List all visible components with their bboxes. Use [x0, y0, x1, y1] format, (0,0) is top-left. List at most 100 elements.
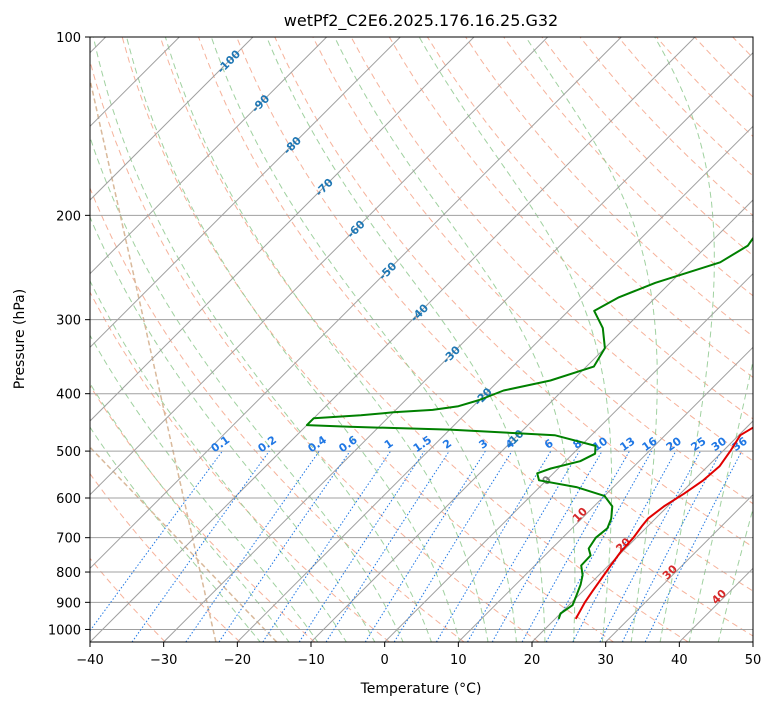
dry-adiabat-line: [236, 37, 753, 592]
y-tick-label: 500: [56, 445, 81, 460]
isotherm-line: [90, 37, 401, 349]
dry-adiabat-line: [694, 37, 753, 98]
mixing-ratio-line: [364, 450, 486, 642]
dry-adiabat-label: 40: [709, 587, 729, 607]
moist-adiabat-line: [126, 37, 461, 642]
y-axis-label: Pressure (hPa): [12, 289, 28, 389]
moist-adiabat-line: [90, 215, 376, 642]
moist-adiabat-line: [92, 37, 432, 642]
y-tick-label: 900: [56, 596, 81, 611]
isotherm-line: [678, 567, 753, 642]
mixing-ratio-line: [644, 450, 743, 642]
mixing-ratio-line: [393, 450, 513, 642]
dry-adiabat-line: [159, 37, 689, 642]
x-tick-label: −20: [224, 653, 251, 668]
mixing-ratio-line: [621, 450, 722, 642]
dewpoint-profile: [305, 220, 753, 620]
x-tick-label: −30: [150, 653, 177, 668]
dry-adiabat-line: [771, 37, 775, 642]
dry-adiabats: [90, 37, 775, 642]
x-tick-label: 40: [671, 653, 688, 668]
dry-adiabat-line: [274, 37, 753, 548]
moist-adiabat-line: [90, 279, 347, 642]
x-tick-label: 30: [597, 653, 614, 668]
mixing-ratio-lines: [90, 450, 743, 642]
y-tick-label: 400: [56, 388, 81, 403]
dry-adiabat-line: [656, 37, 753, 138]
mixing-ratio-label: 3: [477, 437, 491, 452]
dry-adiabat-label: 30: [660, 562, 680, 582]
dry-adiabat-line: [426, 37, 753, 378]
ice-curves: [90, 76, 278, 642]
y-tick-label: 200: [56, 209, 81, 224]
isotherm-line: [605, 493, 753, 642]
dry-adiabat-line: [90, 59, 540, 642]
mixing-ratio-label: 0.2: [256, 433, 279, 455]
x-tick-label: 20: [524, 653, 541, 668]
mixing-ratio-line: [218, 450, 351, 642]
dry-adiabat-line: [732, 37, 753, 59]
y-tick-label: 100: [56, 31, 81, 46]
isotherm-line: [90, 37, 328, 275]
mixing-ratio-label: 2: [440, 437, 454, 452]
dry-adiabat-line: [465, 37, 753, 338]
moist-adiabat-line: [654, 37, 715, 642]
mixing-ratio-label: 0.6: [336, 433, 360, 455]
dry-adiabat-line: [541, 37, 753, 257]
dry-adiabat-line: [503, 37, 753, 297]
isotherm-line: [457, 346, 753, 642]
x-tick-label: −10: [297, 653, 324, 668]
isotherm-line: [531, 420, 753, 642]
mixing-ratio-label: 0.1: [209, 433, 232, 455]
mixing-ratio-line: [545, 450, 653, 642]
profile-series: [305, 220, 753, 620]
moist-adiabat-line: [164, 37, 489, 642]
isotherm-line: [90, 37, 622, 570]
mixing-ratio-label: 1.5: [411, 433, 434, 455]
moist-adiabat-line: [90, 426, 261, 642]
mixing-ratio-line: [435, 450, 552, 642]
isotherm-line: [90, 37, 696, 642]
isotherm-line: [310, 199, 753, 642]
dry-adiabat-line: [90, 472, 241, 642]
dry-adiabat-line: [350, 37, 753, 462]
mixing-ratio-label: 6: [542, 437, 556, 452]
y-tick-label: 300: [56, 314, 81, 329]
isotherm-label: -70: [313, 176, 336, 199]
mixing-ratio-line: [185, 450, 320, 642]
isotherm-label: -80: [281, 134, 304, 157]
isotherm-line: [90, 37, 475, 422]
y-tick-label: 1000: [48, 623, 81, 638]
plot-area: 0.1 0.2 0.4 0.6 1 1.5 2 3 4 6 8 10 13 16 20 25 30 36-100-…: [90, 37, 775, 642]
y-tick-label: 800: [56, 566, 81, 581]
mixing-ratio-label: 0.4: [306, 433, 330, 455]
moist-adiabat-line: [418, 37, 613, 642]
moist-adiabat-line: [90, 334, 319, 642]
mixing-ratio-line: [262, 450, 392, 642]
isotherm-line: [384, 272, 753, 642]
isotherm-label: -100: [215, 47, 244, 76]
isotherm-line: [236, 125, 753, 642]
moist-adiabats: [90, 37, 753, 642]
isotherm-label: -90: [249, 92, 272, 115]
dry-adiabat-line: [90, 384, 316, 642]
moist-adiabat-line: [266, 37, 546, 642]
mixing-ratio-line: [521, 450, 630, 642]
x-tick-label: −40: [76, 653, 103, 668]
isotherm-line: [90, 37, 549, 496]
dry-adiabat-line: [90, 291, 390, 642]
dry-adiabat-line: [388, 37, 753, 420]
moist-adiabat-line: [525, 37, 658, 642]
x-axis: −40 −30 −20 −10 0 10 20 30 40 50: [76, 642, 761, 668]
moist-adiabat-line: [688, 358, 753, 642]
moist-adiabat-line: [90, 135, 404, 642]
dry-adiabat-line: [312, 37, 753, 505]
dry-adiabat-line: [121, 37, 614, 642]
x-tick-label: 0: [381, 653, 389, 668]
moist-adiabat-line: [90, 382, 290, 642]
moist-adiabat-line: [210, 37, 518, 642]
ice-curve-line: [90, 446, 278, 642]
plot-frame: [89, 36, 754, 643]
moist-adiabat-line: [717, 506, 753, 642]
